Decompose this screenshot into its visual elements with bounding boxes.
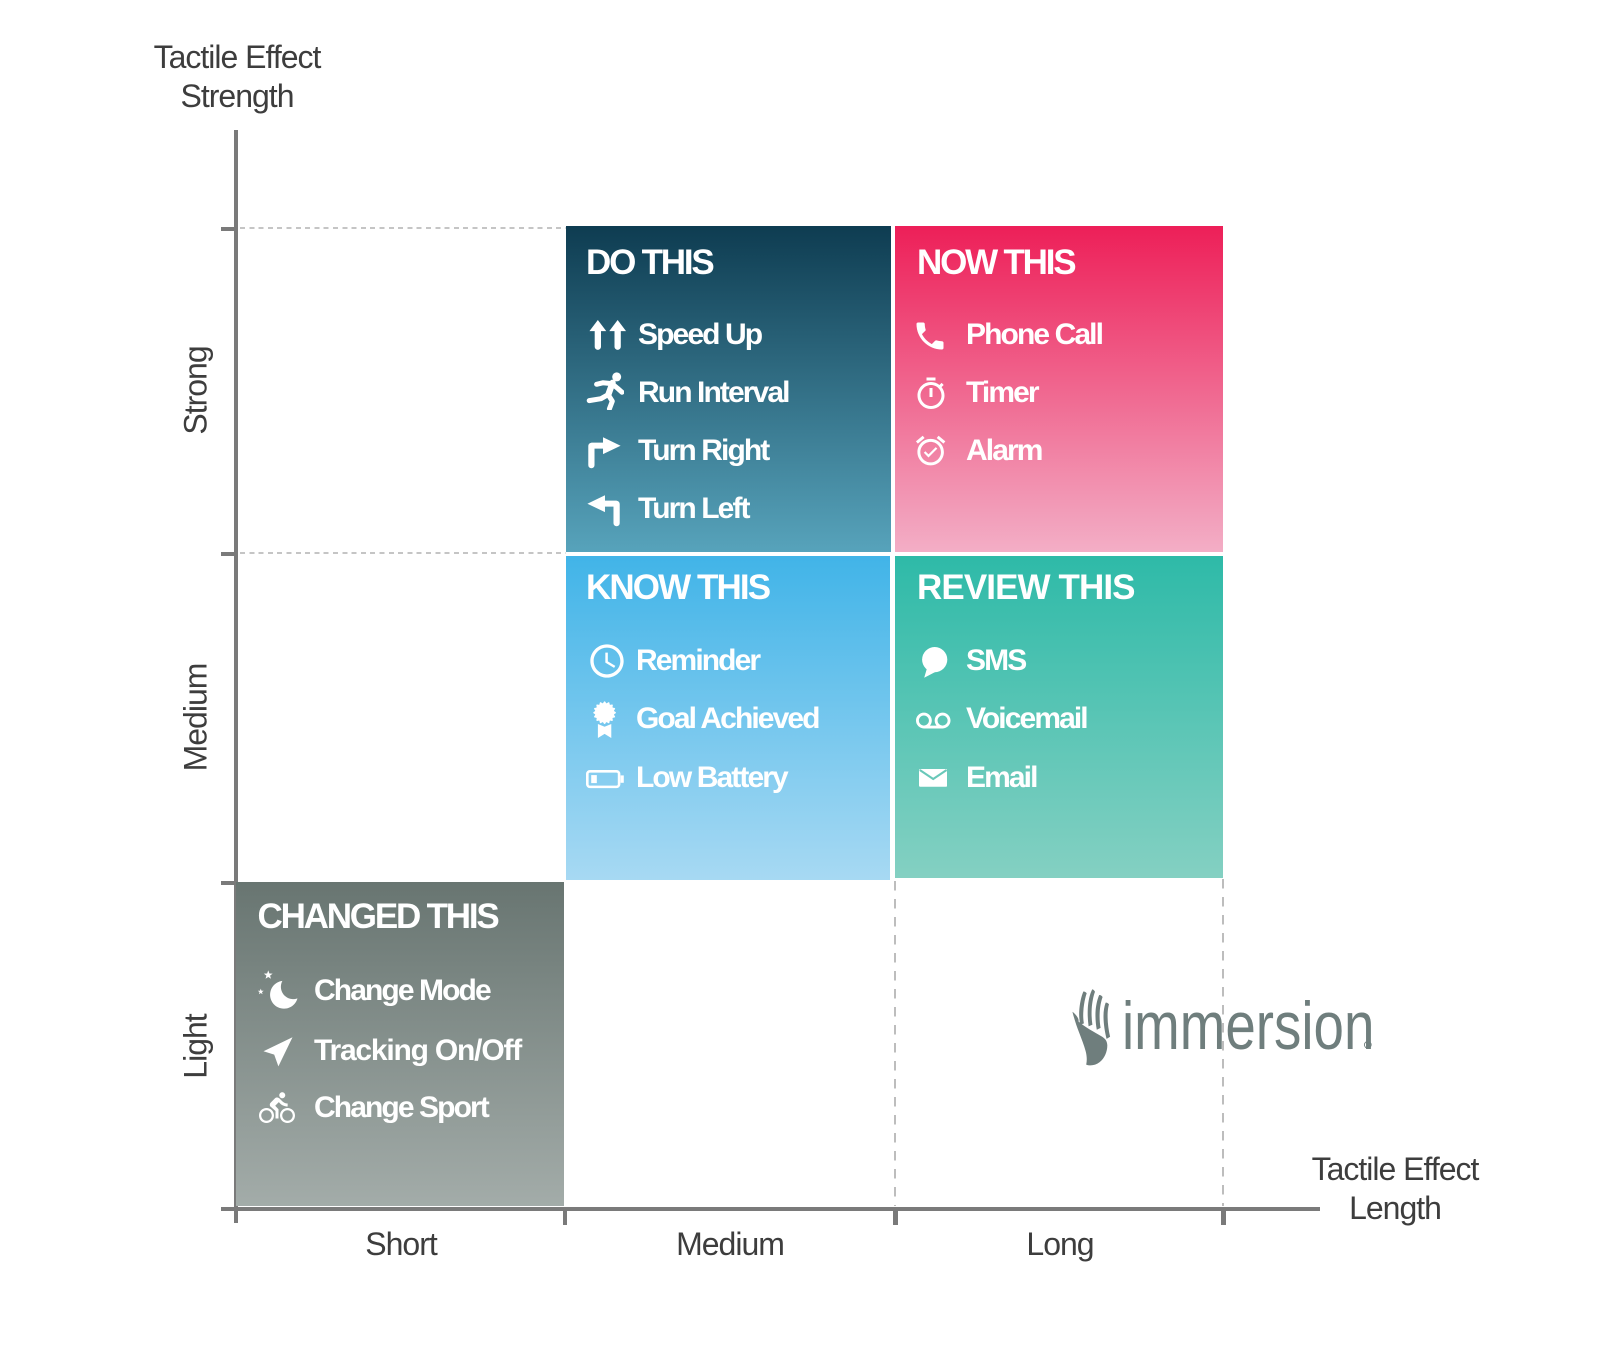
svg-text:immersion: immersion: [1122, 988, 1374, 1064]
